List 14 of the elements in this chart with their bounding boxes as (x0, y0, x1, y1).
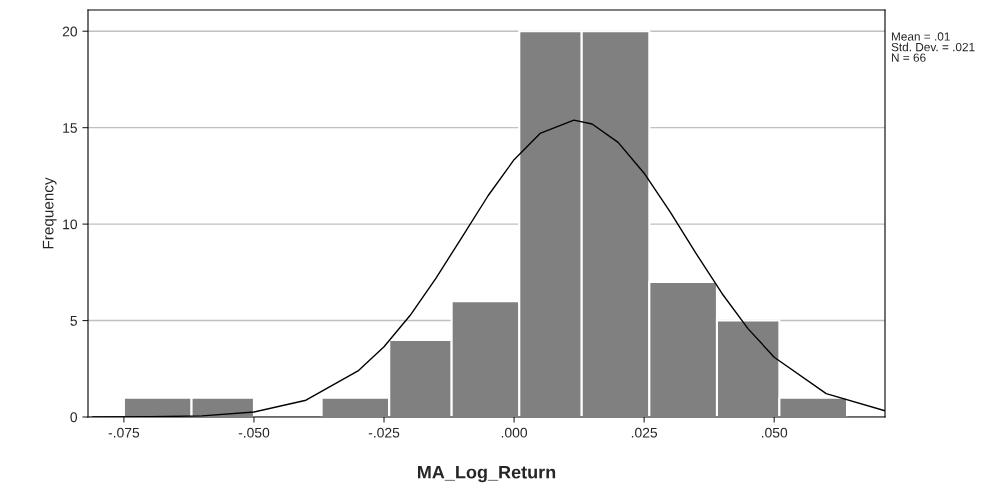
y-tick-label: 5 (70, 316, 77, 326)
y-tick-label: 15 (63, 123, 77, 133)
y-tick-label: 10 (63, 219, 78, 230)
x-axis-title: MA_Log_Return (418, 465, 556, 483)
x-tick-label: .000 (501, 427, 528, 438)
x-tick-label: -.075 (108, 427, 140, 438)
text: Mean = .01 Std. Dev. = .021 N = 66 (891, 32, 975, 62)
x-tick-label: -.050 (238, 427, 270, 438)
x-tick-label: .025 (631, 427, 658, 438)
x-tick-label: -.025 (368, 427, 400, 438)
y-tick-label: 20 (62, 26, 78, 37)
y-tick-label: 0 (70, 412, 78, 423)
y-axis-title: Frequency (42, 177, 57, 249)
x-tick-label: .050 (761, 427, 788, 438)
